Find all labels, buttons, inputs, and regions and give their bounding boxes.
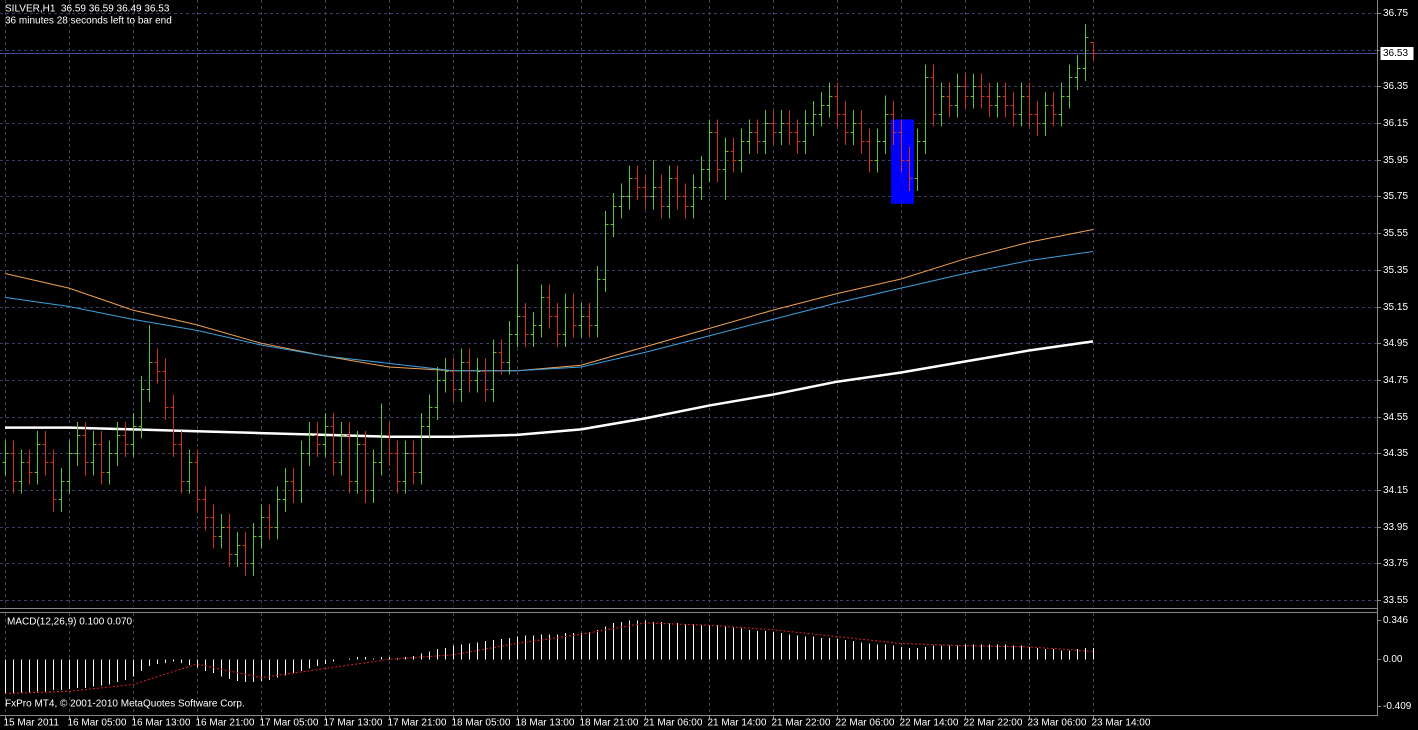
y-tick-label: 0.346 xyxy=(1383,615,1408,626)
macd-signal xyxy=(4,622,1094,695)
y-tick-label: 34.15 xyxy=(1383,485,1408,496)
x-tick-label: 21 Mar 14:00 xyxy=(708,718,767,729)
x-tick-label: 22 Mar 14:00 xyxy=(900,718,959,729)
chart-title: SILVER,H1 36.59 36.59 36.49 36.53 xyxy=(5,4,170,15)
y-tick-label: -0.409 xyxy=(1383,701,1412,712)
macd-label: MACD(12,26,9) 0.100 0.070 xyxy=(7,617,133,628)
y-tick-label: 36.35 xyxy=(1383,81,1408,92)
x-tick-label: 17 Mar 13:00 xyxy=(324,718,383,729)
x-tick-label: 23 Mar 14:00 xyxy=(1092,718,1151,729)
x-tick-label: 17 Mar 21:00 xyxy=(388,718,447,729)
y-tick-label: 34.75 xyxy=(1383,375,1408,386)
y-tick-label: 33.75 xyxy=(1383,558,1408,569)
moving-average xyxy=(5,340,1094,438)
bar-timer: 36 minutes 28 seconds left to bar end xyxy=(5,16,172,27)
x-tick-label: 16 Mar 21:00 xyxy=(196,718,255,729)
y-tick-label: 34.35 xyxy=(1383,448,1408,459)
copyright: FxPro MT4, © 2001-2010 MetaQuotes Softwa… xyxy=(5,699,245,710)
x-tick-label: 21 Mar 22:00 xyxy=(772,718,831,729)
y-tick-label: 34.95 xyxy=(1383,338,1408,349)
x-tick-label: 22 Mar 22:00 xyxy=(964,718,1023,729)
y-tick-label: 35.35 xyxy=(1383,265,1408,276)
y-tick-label: 36.75 xyxy=(1383,8,1408,19)
y-tick-label: 35.75 xyxy=(1383,191,1408,202)
x-tick-label: 22 Mar 06:00 xyxy=(836,718,895,729)
x-tick-label: 23 Mar 06:00 xyxy=(1028,718,1087,729)
highlight-box xyxy=(891,119,914,204)
y-tick-label: 0.00 xyxy=(1383,654,1403,665)
current-price-box xyxy=(1379,46,1415,61)
moving-average xyxy=(4,250,1094,372)
macd-histogram xyxy=(5,620,1094,694)
x-tick-label: 18 Mar 05:00 xyxy=(452,718,511,729)
x-tick-label: 18 Mar 13:00 xyxy=(516,718,575,729)
y-tick-label: 33.95 xyxy=(1383,522,1408,533)
x-tick-label: 18 Mar 21:00 xyxy=(580,718,639,729)
x-tick-label: 16 Mar 05:00 xyxy=(68,718,127,729)
y-tick-label: 34.55 xyxy=(1383,412,1408,423)
y-tick-label: 35.55 xyxy=(1383,228,1408,239)
bars xyxy=(2,24,1097,577)
y-tick-label: 33.55 xyxy=(1383,595,1408,606)
moving-average xyxy=(4,228,1094,372)
y-tick-label: 35.95 xyxy=(1383,155,1408,166)
x-tick-label: 21 Mar 06:00 xyxy=(644,718,703,729)
x-tick-label: 15 Mar 2011 xyxy=(4,718,60,729)
x-tick-label: 16 Mar 13:00 xyxy=(132,718,191,729)
y-tick-label: 35.15 xyxy=(1383,302,1408,313)
current-price-label: 36.53 xyxy=(1383,48,1408,59)
y-tick-label: 36.15 xyxy=(1383,118,1408,129)
x-tick-label: 17 Mar 05:00 xyxy=(260,718,319,729)
